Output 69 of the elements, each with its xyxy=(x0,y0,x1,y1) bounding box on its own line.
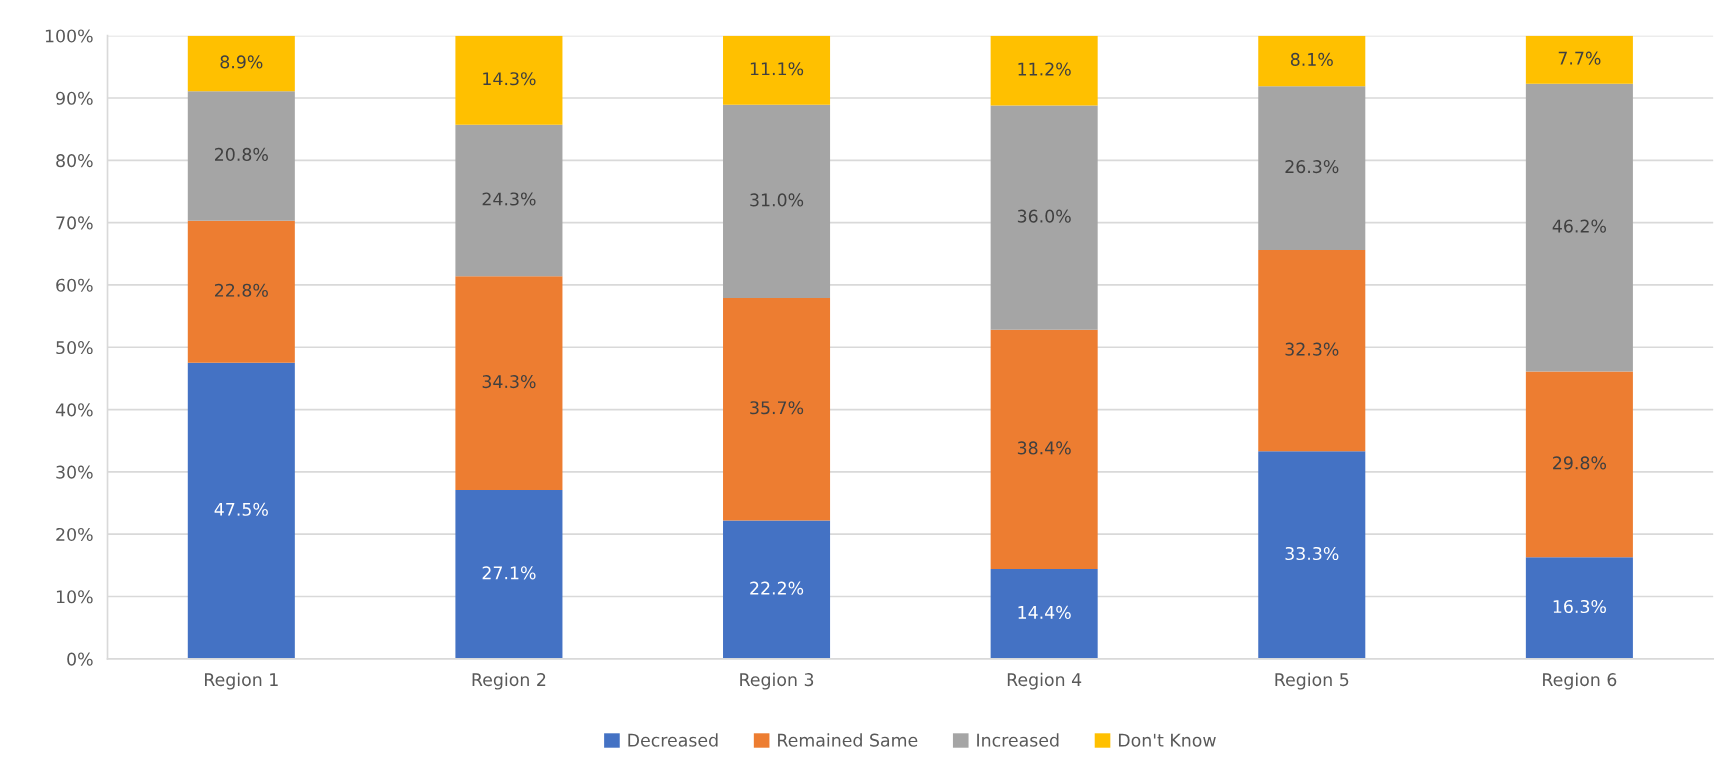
y-tick-label: 80% xyxy=(56,154,93,168)
bar xyxy=(187,35,295,92)
bar xyxy=(1258,35,1366,87)
data-label: 8.1% xyxy=(1290,52,1333,66)
bar xyxy=(1258,86,1366,251)
data-label: 22.8% xyxy=(215,283,268,297)
legend-label: Don't Know xyxy=(1118,733,1216,747)
bar xyxy=(990,35,1098,106)
data-label: 29.8% xyxy=(1553,456,1606,470)
y-tick-label: 70% xyxy=(56,216,93,230)
bar xyxy=(723,35,831,105)
y-tick-label: 60% xyxy=(56,278,93,292)
legend-label: Decreased xyxy=(628,733,718,747)
bar xyxy=(455,276,563,490)
data-label: 38.4% xyxy=(1017,441,1071,455)
data-label: 34.3% xyxy=(482,375,536,389)
y-tick-label: 100% xyxy=(45,29,93,43)
bar xyxy=(187,91,295,221)
data-label: 47.5% xyxy=(214,502,268,516)
bar xyxy=(990,329,1098,570)
data-label: 26.3% xyxy=(1285,160,1339,174)
y-tick-label: 90% xyxy=(56,91,93,105)
data-label: 31.0% xyxy=(750,193,804,207)
y-tick-label: 40% xyxy=(55,403,93,417)
data-label: 7.7% xyxy=(1558,51,1601,65)
bar xyxy=(187,220,295,363)
bar xyxy=(1258,451,1366,659)
x-tick-label: Region 2 xyxy=(472,672,546,690)
bar xyxy=(723,520,831,659)
data-label: 32.3% xyxy=(1285,342,1339,356)
y-tick-label: 30% xyxy=(56,465,93,479)
x-tick-label: Region 1 xyxy=(205,672,278,690)
bar xyxy=(1258,250,1366,452)
x-tick-label: Region 4 xyxy=(1007,672,1082,690)
bar xyxy=(1525,35,1633,84)
bar xyxy=(723,104,831,299)
y-tick-label: 0% xyxy=(67,652,93,666)
data-label: 33.3% xyxy=(1285,546,1339,561)
data-label: 27.1% xyxy=(482,566,536,580)
y-tick-label: 20% xyxy=(56,527,93,542)
bar xyxy=(990,569,1098,659)
data-label: 36.0% xyxy=(1017,209,1071,223)
data-label: 11.1% xyxy=(750,62,804,76)
data-label: 14.3% xyxy=(483,72,536,86)
y-tick-label: 50% xyxy=(56,340,93,355)
bar xyxy=(187,362,295,659)
data-label: 16.3% xyxy=(1553,599,1606,614)
data-label: 24.3% xyxy=(482,192,536,206)
x-tick-label: Region 6 xyxy=(1543,672,1617,690)
bar xyxy=(1525,557,1633,659)
data-label: 14.4% xyxy=(1018,605,1071,619)
bar xyxy=(723,298,831,521)
y-tick-label: 10% xyxy=(56,590,93,604)
bar xyxy=(455,124,563,277)
data-label: 22.2% xyxy=(750,581,804,595)
bar xyxy=(455,35,563,125)
data-label: 11.2% xyxy=(1018,62,1071,76)
bar xyxy=(1525,371,1633,558)
x-tick-label: Region 5 xyxy=(1275,672,1349,690)
x-tick-label: Region 3 xyxy=(740,672,814,690)
bar xyxy=(990,105,1098,330)
bar xyxy=(455,489,563,659)
data-label: 20.8% xyxy=(215,147,268,161)
legend-label: Increased xyxy=(977,733,1059,747)
data-label: 46.2% xyxy=(1552,219,1606,233)
bar xyxy=(1525,83,1633,372)
data-label: 35.7% xyxy=(750,401,804,415)
data-label: 8.9% xyxy=(220,55,263,69)
legend-label: Remained Same xyxy=(778,733,918,747)
